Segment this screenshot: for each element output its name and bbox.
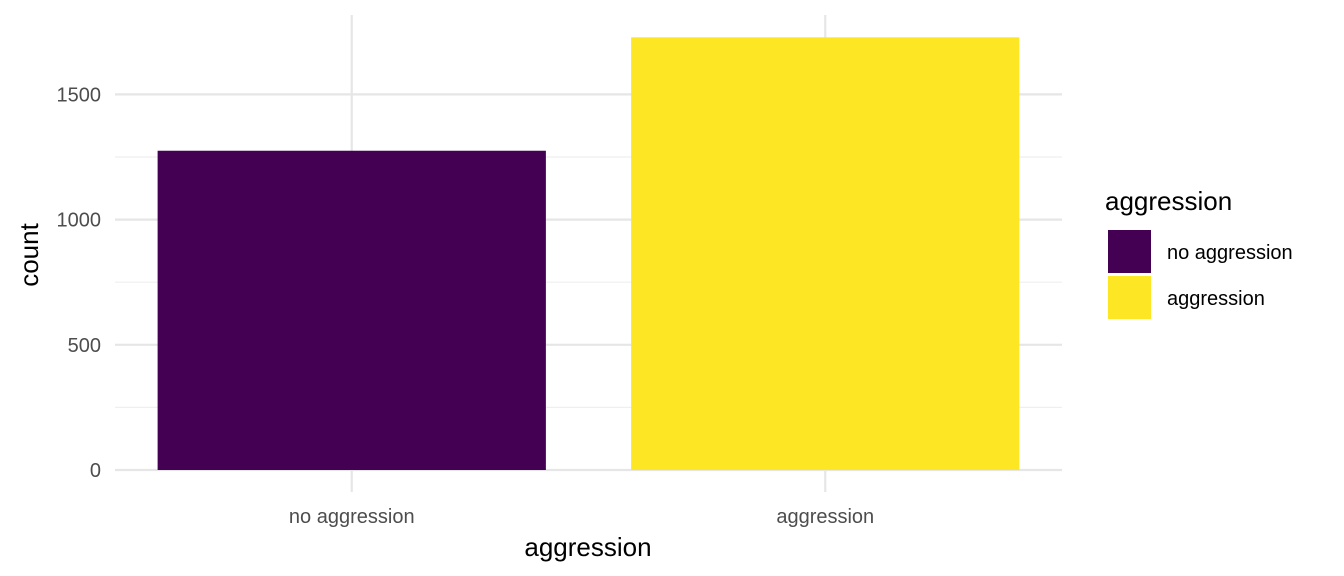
x-axis-ticks: no aggression aggression <box>289 506 874 528</box>
y-axis-ticks: 0 500 1000 1500 <box>57 84 102 482</box>
bars <box>157 37 1020 471</box>
legend-swatch <box>1108 276 1151 319</box>
y-tick-label: 1500 <box>57 84 102 106</box>
y-axis-title: count <box>14 222 44 286</box>
x-tick-label: no aggression <box>289 506 415 528</box>
y-tick-label: 1000 <box>57 210 102 232</box>
x-tick-label: aggression <box>776 506 874 528</box>
legend: aggression no aggression aggression <box>1105 186 1293 319</box>
legend-title: aggression <box>1105 186 1232 216</box>
legend-entry-label: aggression <box>1167 288 1265 310</box>
y-tick-label: 0 <box>90 460 101 482</box>
x-axis-title: aggression <box>524 532 651 562</box>
legend-swatch <box>1108 230 1151 273</box>
y-tick-label: 500 <box>68 335 101 357</box>
legend-entry-label: no aggression <box>1167 242 1293 264</box>
bar-aggression <box>631 37 1020 470</box>
bar-no-aggression <box>157 150 546 471</box>
